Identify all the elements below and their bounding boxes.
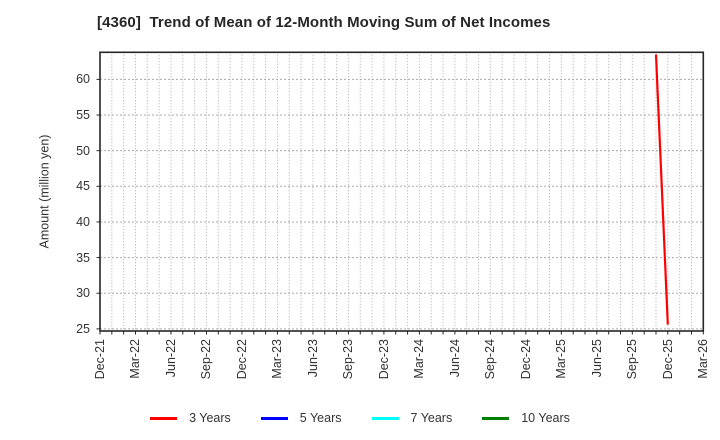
legend-label: 3 Years <box>189 411 231 425</box>
legend-line-swatch <box>150 416 178 420</box>
axes-border <box>99 51 705 332</box>
legend-line-swatch <box>482 416 510 420</box>
x-tick-label: Dec-25 <box>660 339 675 380</box>
x-tick-label: Sep-24 <box>483 339 498 380</box>
series-line-3-years <box>654 54 669 325</box>
legend-label: 10 Years <box>521 411 570 425</box>
legend-line-swatch <box>260 416 288 420</box>
x-tick-label: Sep-23 <box>341 339 356 380</box>
y-tick-label: 50 <box>76 143 90 158</box>
x-tick-label: Mar-26 <box>696 339 711 379</box>
chart-title: [4360] Trend of Mean of 12-Month Moving … <box>97 14 551 31</box>
x-tick-label: Dec-21 <box>93 339 107 380</box>
x-tick-label: Dec-24 <box>518 339 533 380</box>
x-tick-label: Dec-23 <box>376 339 391 380</box>
legend: 3 Years 5 Years 7 Years 10 Years <box>0 404 720 432</box>
y-tick-label: 35 <box>76 250 90 265</box>
y-tick-label: 30 <box>76 286 90 301</box>
y-tick-label: 40 <box>76 214 90 229</box>
y-tick-label: 60 <box>76 72 90 87</box>
x-tick-label: Mar-25 <box>554 339 569 379</box>
legend-item-5-years: 5 Years <box>260 411 342 425</box>
legend-item-7-years: 7 Years <box>371 411 453 425</box>
x-tick-label: Sep-22 <box>199 339 214 380</box>
legend-label: 5 Years <box>299 411 342 425</box>
x-tick-label: Mar-22 <box>128 339 143 379</box>
x-tick-label: Mar-23 <box>270 339 285 379</box>
x-tick-label: Jun-23 <box>305 339 320 378</box>
y-tick-label: 45 <box>76 179 90 194</box>
legend-label: 7 Years <box>410 411 453 425</box>
x-tick-label: Jun-22 <box>163 339 178 378</box>
x-tick-label: Mar-24 <box>412 339 427 379</box>
x-tick-label: Sep-25 <box>625 339 640 380</box>
x-tick-label: Jun-25 <box>589 339 604 378</box>
x-tick-label: Jun-24 <box>447 339 462 378</box>
y-tick-label: 25 <box>76 321 90 336</box>
x-tick-label: Dec-22 <box>234 339 249 380</box>
legend-item-10-years: 10 Years <box>482 411 570 425</box>
y-tick-label: 55 <box>76 108 90 123</box>
legend-line-swatch <box>371 416 399 420</box>
legend-item-3-years: 3 Years <box>150 411 231 425</box>
